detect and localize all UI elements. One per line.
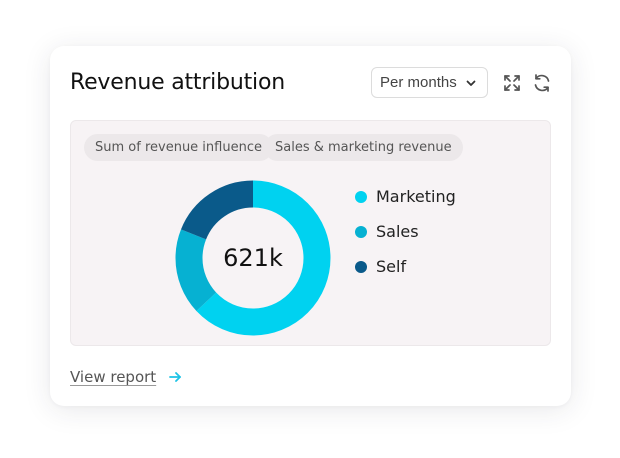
revenue-attribution-card: Revenue attribution Per months — [50, 46, 571, 406]
filter-chip-revenue-influence[interactable]: Sum of revenue influence — [84, 134, 273, 161]
chart-legend: Marketing Sales Self — [355, 179, 456, 284]
legend-item-self: Self — [355, 249, 456, 284]
refresh-button[interactable] — [531, 72, 553, 94]
donut-slice-self — [175, 180, 331, 336]
view-report-label: View report — [70, 368, 157, 386]
period-select-value: Per months — [380, 74, 457, 91]
refresh-icon — [534, 74, 550, 92]
expand-button[interactable] — [501, 72, 523, 94]
legend-label: Sales — [376, 222, 419, 241]
legend-label: Marketing — [376, 187, 456, 206]
card-title: Revenue attribution — [70, 70, 285, 95]
arrow-right-icon — [169, 372, 182, 382]
chart-panel: Sum of revenue influence Sales & marketi… — [70, 120, 551, 346]
legend-dot — [355, 260, 367, 273]
view-report-link[interactable]: View report — [70, 368, 182, 386]
legend-item-marketing: Marketing — [355, 179, 456, 214]
legend-dot — [355, 225, 367, 238]
donut-slice-sales — [175, 180, 331, 336]
expand-arrows-icon — [504, 75, 520, 91]
period-select[interactable]: Per months — [371, 67, 488, 98]
chevron-down-icon — [466, 80, 476, 86]
legend-dot — [355, 190, 367, 203]
legend-item-sales: Sales — [355, 214, 456, 249]
legend-label: Self — [376, 257, 407, 276]
filter-chip-sales-marketing[interactable]: Sales & marketing revenue — [264, 134, 463, 161]
donut-chart — [175, 180, 331, 336]
